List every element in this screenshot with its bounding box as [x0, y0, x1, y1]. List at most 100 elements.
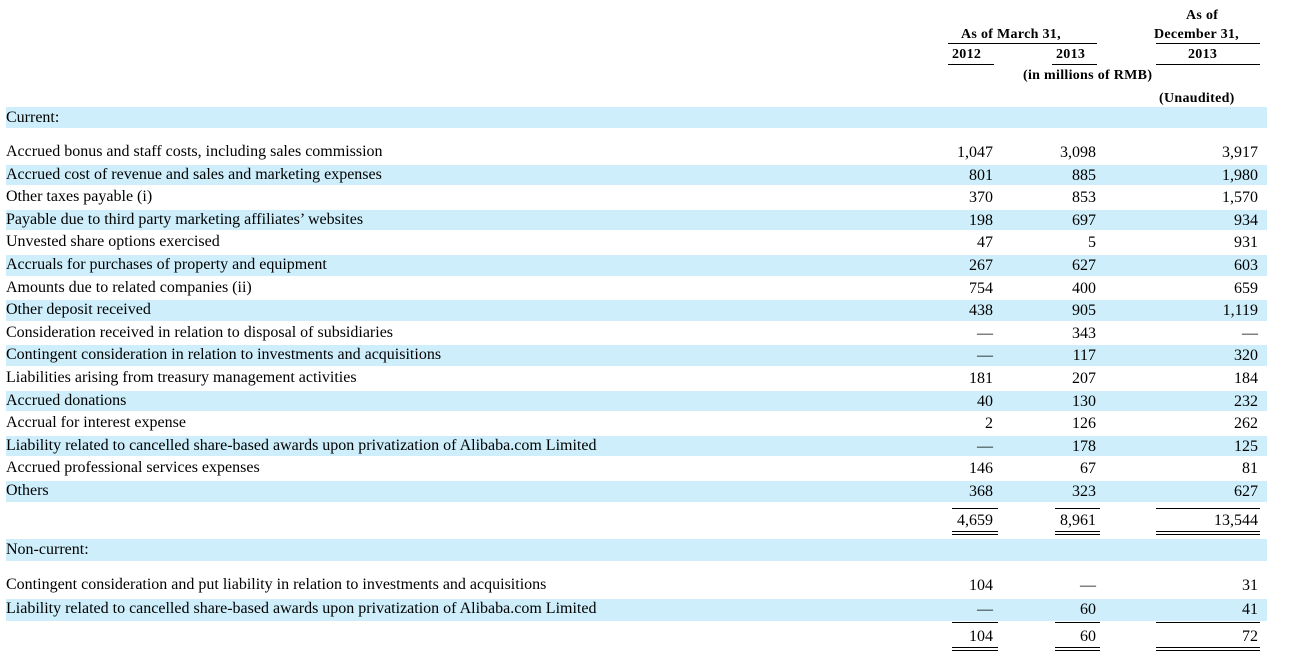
current-total-rule-2012 [952, 508, 998, 509]
current-row-value-dec: 320 [1234, 347, 1258, 365]
current-total-dec: 13,544 [1214, 512, 1258, 529]
current-row-band [6, 209, 1267, 231]
current-row-value-2012: 438 [969, 302, 993, 320]
header-march-underline [948, 43, 1097, 44]
current-row-label: Contingent consideration in relation to … [6, 346, 442, 364]
current-row-value-2013: 5 [1088, 234, 1096, 252]
current-row-value-dec: — [1242, 324, 1258, 342]
current-row-label: Accrued bonus and staff costs, including… [6, 143, 383, 160]
current-row-label: Others [6, 482, 49, 499]
header-year-2013-dec: 2013 [1188, 47, 1218, 62]
current-row-value-dec: 1,570 [1222, 189, 1258, 207]
noncurrent-total-2013: 60 [1080, 628, 1096, 645]
current-row-label: Accruals for purchases of property and e… [6, 256, 327, 273]
header-march: As of March 31, [961, 27, 1061, 42]
current-row-value-2012: 267 [969, 257, 993, 274]
header-year-2012: 2012 [952, 47, 982, 62]
current-row-value-2013: 117 [1072, 347, 1096, 365]
current-row-value-2012: 40 [977, 392, 993, 410]
current-row-value-2013: 67 [1080, 460, 1096, 478]
current-row-value-2012: 198 [969, 211, 993, 229]
current-row-value-2012: 801 [969, 166, 993, 184]
current-row-value-dec: 3,917 [1222, 144, 1258, 161]
current-row-value-2013: 126 [1072, 415, 1096, 433]
header-2012-underline [948, 64, 994, 65]
current-row-value-2012: 181 [969, 370, 993, 387]
current-row-value-dec: 603 [1234, 257, 1258, 274]
current-row-value-dec: 627 [1234, 483, 1258, 500]
current-total-2013: 8,961 [1060, 512, 1096, 529]
current-row-value-2013: 905 [1072, 302, 1096, 320]
current-row-label: Liabilities arising from treasury manage… [6, 369, 357, 386]
current-row-label: Consideration received in relation to di… [6, 323, 394, 341]
current-row-value-dec: 184 [1234, 370, 1258, 387]
noncurrent-row-label: Liability related to cancelled share-bas… [6, 600, 597, 617]
current-row-value-2013: 323 [1072, 483, 1096, 500]
noncurrent-total-rule-2013 [1055, 622, 1100, 623]
current-row-band [6, 255, 1267, 276]
noncurrent-total-dec: 72 [1242, 628, 1258, 645]
current-row-band [6, 300, 1267, 321]
current-row-label: Amounts due to related companies (ii) [6, 278, 252, 296]
current-total-double-2012 [952, 531, 998, 535]
current-row-value-2012: — [977, 324, 993, 342]
noncurrent-row-value-dec: 31 [1242, 577, 1258, 594]
header-unaudited: (Unaudited) [1159, 91, 1235, 106]
current-row-value-2012: — [977, 437, 993, 455]
current-row-value-dec: 125 [1234, 437, 1258, 455]
current-row-label: Other taxes payable (i) [6, 188, 153, 206]
current-total-double-dec [1156, 531, 1260, 535]
current-row-label: Liability related to cancelled share-bas… [6, 436, 597, 454]
current-row-value-2012: 754 [969, 279, 993, 297]
noncurrent-row-value-2012: — [977, 601, 993, 618]
noncurrent-section-band [6, 539, 1267, 561]
current-row-value-2012: 47 [977, 234, 993, 252]
header-2013-underline [1052, 64, 1097, 65]
header-2013dec-underline [1156, 64, 1260, 65]
current-row-value-dec: 81 [1242, 460, 1258, 478]
current-row-label: Accrued professional services expenses [6, 459, 260, 477]
current-row-value-2013: 885 [1072, 166, 1096, 184]
current-row-value-2012: — [977, 347, 993, 365]
noncurrent-row-label: Contingent consideration and put liabili… [6, 576, 547, 593]
noncurrent-total-double-dec [1156, 647, 1260, 651]
current-row-value-2013: 178 [1072, 437, 1096, 455]
current-row-value-2013: 343 [1072, 324, 1096, 342]
current-total-double-2013 [1055, 531, 1100, 535]
current-section-band [6, 107, 1267, 128]
header-as-of: As of [1186, 8, 1219, 23]
current-row-band [6, 435, 1267, 457]
current-row-value-dec: 262 [1234, 415, 1258, 433]
noncurrent-total-rule-2012 [952, 622, 998, 623]
current-row-value-2013: 697 [1072, 211, 1096, 229]
current-row-value-dec: 1,119 [1222, 302, 1258, 320]
current-row-value-dec: 934 [1234, 211, 1258, 229]
current-row-label: Payable due to third party marketing aff… [6, 210, 364, 228]
noncurrent-total-rule-dec [1156, 622, 1260, 623]
current-row-label: Accrual for interest expense [6, 414, 186, 432]
current-row-value-2013: 853 [1072, 189, 1096, 207]
current-row-label: Unvested share options exercised [6, 233, 220, 251]
current-row-value-2012: 1,047 [957, 144, 993, 161]
current-row-value-dec: 931 [1234, 234, 1258, 252]
noncurrent-row-value-2013: — [1080, 577, 1096, 594]
current-row-value-2013: 400 [1072, 279, 1096, 297]
noncurrent-section-label: Non-current: [6, 541, 89, 558]
noncurrent-total-2012: 104 [969, 628, 993, 645]
header-december-underline [1156, 43, 1260, 44]
noncurrent-total-double-2012 [952, 647, 998, 651]
current-row-label: Accrued cost of revenue and sales and ma… [6, 165, 382, 183]
current-row-value-2012: 368 [969, 483, 993, 500]
current-row-label: Other deposit received [6, 301, 151, 319]
header-year-2013: 2013 [1056, 47, 1086, 62]
header-december: December 31, [1154, 27, 1239, 42]
current-row-value-2013: 130 [1072, 392, 1096, 410]
current-row-value-dec: 659 [1234, 279, 1258, 297]
noncurrent-total-double-2013 [1055, 647, 1100, 651]
current-section-label: Current: [6, 109, 60, 126]
current-row-value-2013: 627 [1072, 257, 1096, 274]
current-row-band [6, 345, 1267, 366]
current-row-value-2012: 2 [985, 415, 993, 433]
current-row-value-2012: 370 [969, 189, 993, 207]
current-row-value-2013: 207 [1072, 370, 1096, 387]
